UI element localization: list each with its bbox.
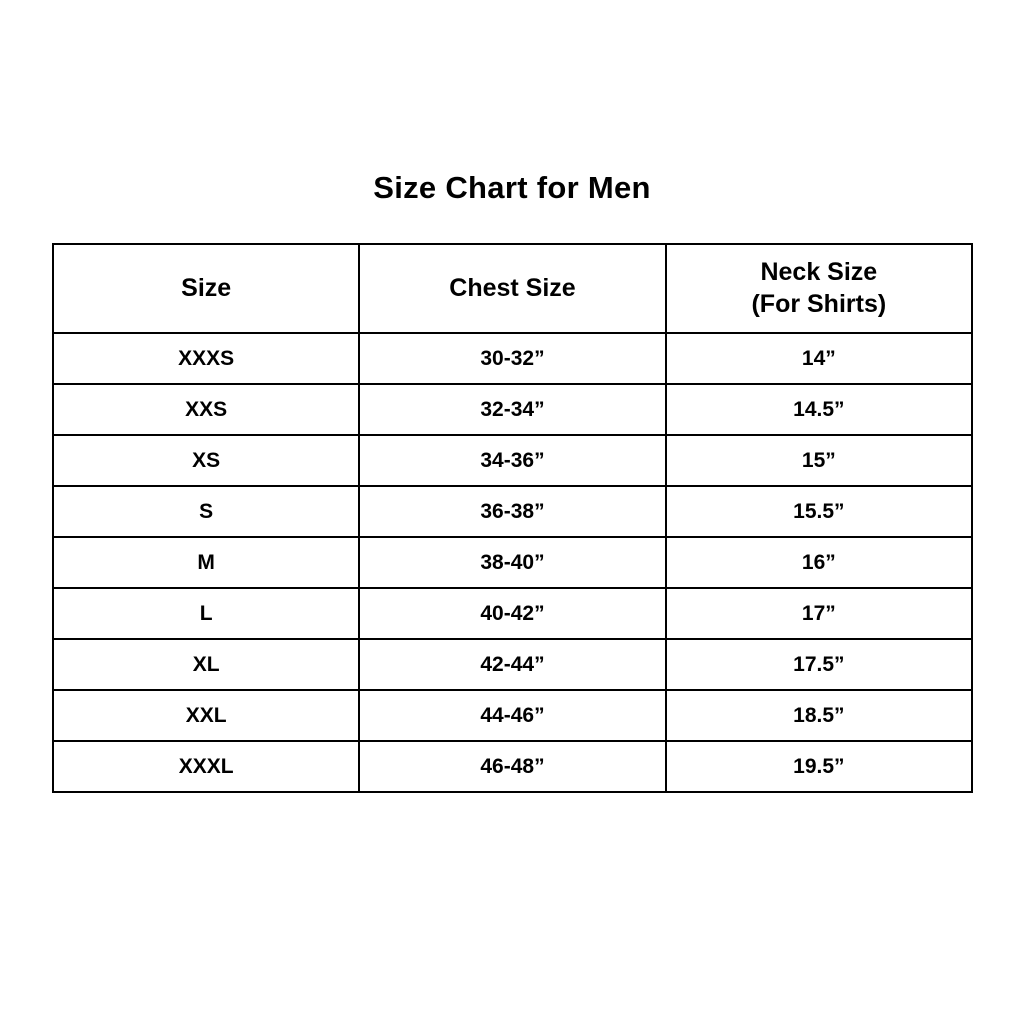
table-row-xxxs: XXXS 30-32” 14”	[51, 332, 974, 385]
table-header: Size Chest Size Neck Size (For Shirts)	[51, 243, 974, 334]
neck-size-sublabel: (For Shirts)	[751, 289, 887, 318]
neck-size-cell: 14”	[664, 332, 974, 385]
size-cell: XXXL	[51, 740, 361, 793]
chest-size-cell: 40-42”	[358, 587, 667, 640]
neck-size-cell: 19.5”	[664, 740, 974, 793]
size-cell: XXXS	[51, 332, 361, 385]
column-header-neck-size: Neck Size (For Shirts)	[664, 243, 974, 334]
chest-size-cell: 32-34”	[358, 383, 667, 436]
size-cell: XS	[51, 434, 361, 487]
size-cell: XL	[51, 638, 361, 691]
table-row-xxl: XXL 44-46” 18.5”	[51, 689, 974, 742]
table-row-m: M 38-40” 16”	[51, 536, 974, 589]
table-row-xxs: XXS 32-34” 14.5”	[51, 383, 974, 436]
chest-size-cell: 42-44”	[358, 638, 667, 691]
size-chart-table: Size Chest Size Neck Size (For Shirts) X…	[51, 243, 974, 793]
neck-size-cell: 17.5”	[664, 638, 974, 691]
neck-size-cell: 16”	[664, 536, 974, 589]
neck-size-cell: 17”	[664, 587, 974, 640]
table-body: XXXS 30-32” 14” XXS 32-34” 14.5” XS 34-3…	[51, 332, 974, 793]
table-row-xl: XL 42-44” 17.5”	[51, 638, 974, 691]
header-row: Size Chest Size Neck Size (For Shirts)	[51, 243, 974, 334]
table-row-s: S 36-38” 15.5”	[51, 485, 974, 538]
chest-size-cell: 44-46”	[358, 689, 667, 742]
neck-size-cell: 18.5”	[664, 689, 974, 742]
size-cell: XXS	[51, 383, 361, 436]
size-cell: M	[51, 536, 361, 589]
chest-size-cell: 36-38”	[358, 485, 667, 538]
size-cell: S	[51, 485, 361, 538]
table-row-xxxl: XXXL 46-48” 19.5”	[51, 740, 974, 793]
page-title: Size Chart for Men	[373, 170, 651, 205]
chest-size-cell: 38-40”	[358, 536, 667, 589]
table-row-xs: XS 34-36” 15”	[51, 434, 974, 487]
column-header-chest-size: Chest Size	[358, 243, 667, 334]
neck-size-cell: 15.5”	[664, 485, 974, 538]
chest-size-cell: 46-48”	[358, 740, 667, 793]
size-cell: XXL	[51, 689, 361, 742]
size-cell: L	[51, 587, 361, 640]
neck-size-cell: 15”	[664, 434, 974, 487]
neck-size-cell: 14.5”	[664, 383, 974, 436]
chest-size-cell: 30-32”	[358, 332, 667, 385]
chest-size-cell: 34-36”	[358, 434, 667, 487]
column-header-size: Size	[51, 243, 361, 334]
neck-size-label: Neck Size	[760, 258, 878, 287]
table-row-l: L 40-42” 17”	[51, 587, 974, 640]
